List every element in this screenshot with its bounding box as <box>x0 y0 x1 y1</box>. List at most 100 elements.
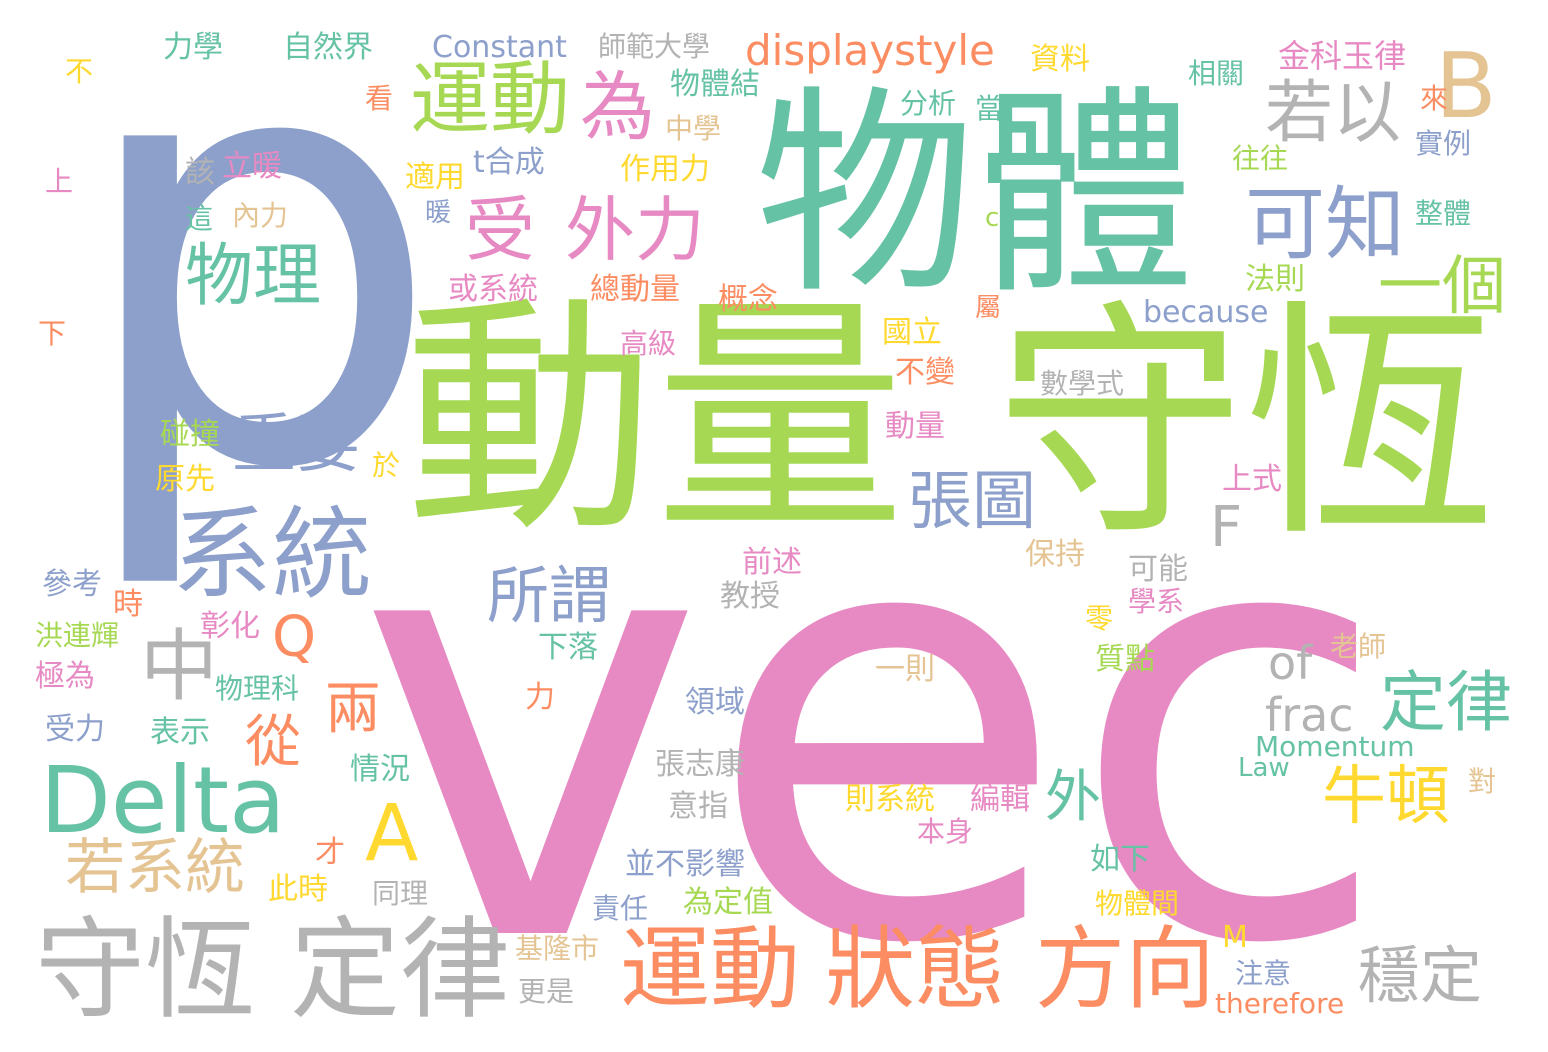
word-yu: 於 <box>372 449 401 482</box>
word-suowei: 所謂 <box>487 559 612 632</box>
word-vec: vec <box>356 386 1393 1052</box>
word-gengshi: 更是 <box>518 975 575 1008</box>
word-q: Q <box>272 605 317 670</box>
word-cai: 才 <box>315 835 345 870</box>
word-li: 力 <box>525 680 555 715</box>
word-kezhi: 可知 <box>1245 178 1405 271</box>
word-zhangzhikang: 張志康 <box>655 747 745 782</box>
word-bingbuyingxiang: 並不影響 <box>625 847 745 882</box>
word-huoxitong: 或系統 <box>448 272 538 307</box>
word-xuexi: 學系 <box>1128 585 1185 618</box>
word-fangxiang: 方向 <box>1035 917 1215 1022</box>
word-xitong: 系統 <box>172 496 372 613</box>
word-p: p <box>70 0 445 598</box>
word-shouli: 受力 <box>45 712 105 747</box>
word-zhongyao: 重要 <box>232 408 360 482</box>
word-shili: 實例 <box>1415 127 1472 160</box>
word-yize: 一則 <box>875 652 935 687</box>
word-gai: 該 <box>185 155 215 190</box>
word-zhengti: 整體 <box>1415 197 1472 230</box>
word-waili: 外力 <box>565 189 705 271</box>
word-benshen: 本身 <box>917 815 974 848</box>
word-kan: 看 <box>365 82 394 115</box>
word-linuan: 立暖 <box>222 149 282 184</box>
word-zhidian: 質點 <box>1095 642 1155 677</box>
word-bu: 不 <box>65 55 94 88</box>
word-m: M <box>1222 920 1248 955</box>
word-jinkeyulu: 金科玉律 <box>1278 37 1407 75</box>
word-niudun: 牛頓 <box>1322 760 1450 834</box>
word-qianshu: 前述 <box>742 545 802 580</box>
word-constant: Constant <box>432 30 567 65</box>
word-zhanghua: 彰化 <box>200 609 260 644</box>
word-shouheng-2: 守恆 <box>35 906 255 1034</box>
word-delta: Delta <box>40 747 286 854</box>
word-wangwang: 往往 <box>1232 142 1289 175</box>
word-bianji: 編輯 <box>970 782 1030 817</box>
word-neili: 內力 <box>232 199 289 232</box>
word-a: A <box>365 789 419 879</box>
word-thecheng: t合成 <box>473 145 545 180</box>
word-therefore: therefore <box>1215 987 1345 1020</box>
word-tongli: 同理 <box>372 877 429 910</box>
word-zongdongliang: 總動量 <box>590 272 680 307</box>
word-wutijian: 物體間 <box>1095 887 1180 920</box>
word-dongliang: 動量 <box>405 274 905 565</box>
word-zhe: 這 <box>185 202 214 235</box>
word-shang: 上 <box>45 165 74 198</box>
word-frac: frac <box>1265 688 1354 742</box>
word-ling: 零 <box>1085 602 1114 635</box>
word-shouheng: 守恆 <box>995 279 1495 570</box>
word-cong: 從 <box>245 710 301 775</box>
word-biaoshi: 表示 <box>150 715 210 750</box>
word-wuli: 物理 <box>185 237 322 316</box>
word-lingyu: 領域 <box>685 685 745 720</box>
word-wuti: 物體 <box>755 67 1196 323</box>
word-fenxi: 分析 <box>900 87 957 120</box>
word-jiwei: 極為 <box>35 659 95 694</box>
word-wulike: 物理科 <box>215 672 300 705</box>
word-lixue: 力學 <box>163 30 223 65</box>
word-zhangtu: 張圖 <box>908 465 1036 539</box>
word-shi: 時 <box>113 587 143 622</box>
word-dinglu-2: 定律 <box>1380 664 1512 741</box>
word-wei: 為 <box>580 63 656 151</box>
word-zexitong: 則系統 <box>845 782 935 817</box>
word-dongliang-2: 動量 <box>885 409 945 444</box>
word-ruoyi: 若以 <box>1265 74 1402 153</box>
word-baochi: 保持 <box>1025 537 1085 572</box>
word-liang: 兩 <box>325 677 381 742</box>
word-zuoyongli: 作用力 <box>620 152 710 187</box>
word-ruoxitong: 若系統 <box>65 833 245 903</box>
word-b: B <box>1435 34 1497 139</box>
word-momentum: Momentum <box>1255 730 1415 763</box>
word-zeren: 責任 <box>592 892 649 925</box>
word-pengzhuang: 碰撞 <box>160 417 220 452</box>
word-gainian: 概念 <box>718 282 778 317</box>
word-xiangguan: 相關 <box>1188 57 1245 90</box>
word-dinglu: 定律 <box>290 906 510 1034</box>
word-yizhi: 意指 <box>668 789 728 824</box>
word-jilongshi: 基隆市 <box>515 932 600 965</box>
word-displaystyle: displaystyle <box>745 26 995 75</box>
word-guoli: 國立 <box>882 315 942 350</box>
word-gaoji: 高級 <box>620 327 677 360</box>
word-dang: 當 <box>975 92 1004 125</box>
word-c: c <box>985 203 1000 233</box>
word-zhuyi: 注意 <box>1235 957 1292 990</box>
word-shiyong: 適用 <box>405 160 465 195</box>
word-yundong: 運動 <box>410 53 570 146</box>
word-xia: 下 <box>38 317 67 350</box>
word-laoshi: 老師 <box>1330 630 1387 663</box>
word-cankao: 參考 <box>42 567 102 602</box>
word-weidingzhi: 為定值 <box>683 885 773 920</box>
word-dui: 對 <box>1468 765 1497 798</box>
word-shifandaxue: 師範大學 <box>598 30 711 63</box>
word-lai: 來 <box>1420 82 1449 115</box>
word-shuxueshi: 數學式 <box>1040 367 1125 400</box>
word-jiaoshou: 教授 <box>720 579 780 614</box>
word-of: of <box>1268 636 1313 690</box>
word-bubian: 不變 <box>895 355 955 390</box>
word-nuan: 暖 <box>425 198 452 228</box>
